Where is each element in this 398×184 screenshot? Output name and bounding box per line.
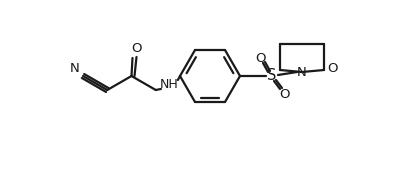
Text: O: O — [328, 63, 338, 75]
Text: O: O — [279, 88, 289, 100]
Text: NH: NH — [160, 79, 178, 91]
Text: N: N — [297, 66, 307, 79]
Text: N: N — [70, 63, 80, 75]
Text: S: S — [267, 68, 277, 84]
Text: O: O — [255, 52, 265, 65]
Text: O: O — [131, 43, 142, 56]
